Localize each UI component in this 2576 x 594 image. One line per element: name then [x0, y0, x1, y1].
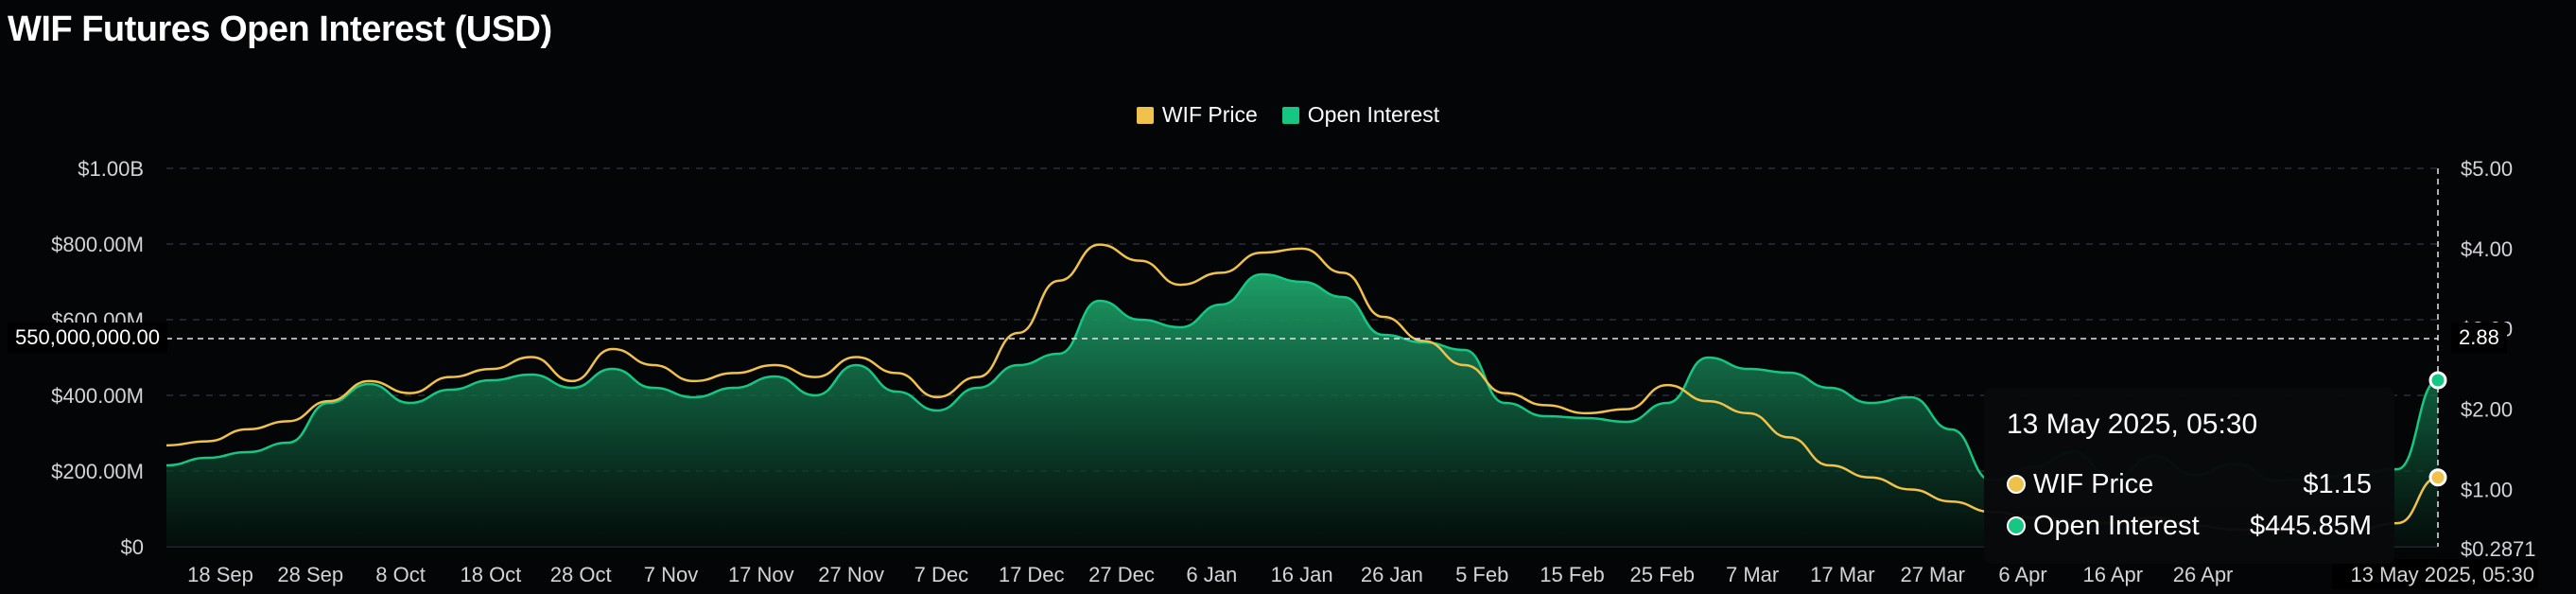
- y-right-tick: $0.2871: [2461, 537, 2536, 561]
- x-tick: 16 Apr: [2082, 563, 2143, 586]
- open-interest-hover-point: [2428, 371, 2447, 390]
- y-right-tick: $1.00: [2461, 478, 2513, 501]
- x-tick: 27 Dec: [1088, 563, 1155, 586]
- tooltip-dot-open-interest: [2007, 516, 2026, 535]
- x-tick: 17 Dec: [999, 563, 1065, 586]
- x-tick: 7 Mar: [1726, 563, 1779, 586]
- legend-swatch-open-interest: [1281, 106, 1299, 124]
- crosshair-date-label-bg: [2332, 559, 2538, 589]
- tooltip: 13 May 2025, 05:30 WIF Price $1.15 Open …: [1984, 388, 2394, 564]
- crosshair-left-value: 550,000,000.00: [8, 323, 167, 353]
- x-tick: 8 Oct: [375, 563, 426, 586]
- x-tick: 28 Sep: [277, 563, 343, 586]
- tooltip-name-open-interest: Open Interest: [2033, 510, 2200, 541]
- crosshair-right-value: 2.88: [2451, 323, 2507, 353]
- tooltip-value-open-interest: $445.85M: [2250, 510, 2372, 541]
- wif-price-hover-point: [2428, 468, 2447, 487]
- legend-swatch-wif-price: [1136, 106, 1154, 124]
- legend-label-wif-price: WIF Price: [1161, 102, 1258, 127]
- x-tick: 17 Mar: [1810, 563, 1874, 586]
- legend: WIF Price Open Interest: [0, 102, 2576, 128]
- y-left-tick: $1.00B: [78, 157, 144, 181]
- x-tick: 7 Nov: [644, 563, 698, 586]
- x-tick: 28 Oct: [550, 563, 612, 586]
- x-tick: 18 Oct: [460, 563, 521, 586]
- x-tick: 27 Mar: [1900, 563, 1964, 586]
- x-tick: 7 Dec: [914, 563, 968, 586]
- legend-label-open-interest: Open Interest: [1307, 102, 1440, 127]
- x-tick: 6 Jan: [1186, 563, 1237, 586]
- crosshair-date-label: 13 May 2025, 05:30: [2351, 563, 2534, 586]
- y-left-tick: $200.00M: [51, 460, 144, 483]
- legend-item-wif-price[interactable]: WIF Price: [1136, 102, 1258, 128]
- x-tick: 5 Feb: [1455, 563, 1508, 586]
- x-tick: 15 Feb: [1540, 563, 1605, 586]
- x-tick: 27 Nov: [818, 563, 884, 586]
- y-left-tick: $800.00M: [51, 233, 144, 256]
- y-right-tick: $2.00: [2461, 398, 2513, 422]
- tooltip-date: 13 May 2025, 05:30: [2007, 409, 2258, 440]
- chart-title: WIF Futures Open Interest (USD): [8, 9, 552, 49]
- x-tick: 16 Jan: [1271, 563, 1333, 586]
- tooltip-row-wif-price: WIF Price $1.15: [2007, 463, 2372, 505]
- x-tick: 18 Sep: [187, 563, 253, 586]
- x-tick: 26 Apr: [2173, 563, 2234, 586]
- tooltip-row-open-interest: Open Interest $445.85M: [2007, 505, 2372, 547]
- tooltip-value-wif-price: $1.15: [2303, 468, 2372, 499]
- y-left-tick: $400.00M: [51, 384, 144, 408]
- x-tick: 26 Jan: [1361, 563, 1423, 586]
- tooltip-dot-wif-price: [2007, 475, 2026, 494]
- x-tick: 17 Nov: [728, 563, 794, 586]
- legend-item-open-interest[interactable]: Open Interest: [1281, 102, 1440, 128]
- y-right-tick: $5.00: [2461, 157, 2513, 181]
- tooltip-name-wif-price: WIF Price: [2033, 468, 2154, 499]
- x-tick: 6 Apr: [1998, 563, 2046, 586]
- x-tick: 25 Feb: [1630, 563, 1696, 586]
- y-left-tick: $0: [121, 535, 144, 559]
- y-right-tick: $4.00: [2461, 237, 2513, 261]
